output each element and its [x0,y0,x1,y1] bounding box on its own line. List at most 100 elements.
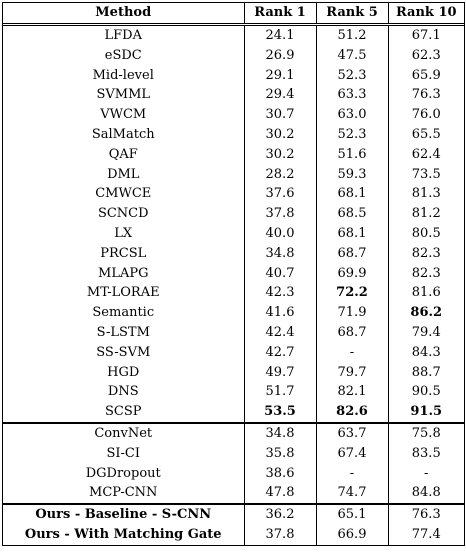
cell-method: eSDC [104,47,142,63]
cell-method: Ours - With Matching Gate [24,526,222,542]
cell-method: DML [107,166,140,182]
cell-rank-10: 80.5 [387,223,464,244]
table-row: SVMML 29.4 63.3 76.3 [3,85,464,106]
table-row: SI-CI 35.8 67.4 83.5 [3,443,464,464]
cell-rank-5: 52.3 [315,65,388,86]
table-row: MCP-CNN 47.8 74.7 84.8 [3,483,464,506]
cell-rank-1: 30.2 [243,144,316,165]
cell-rank-1: 28.2 [243,164,316,185]
cell-rank-1: 26.9 [243,45,316,66]
cell-method: SCSP [3,402,244,424]
cell-rank-10: 86.2 [387,303,464,323]
cell-method: PRCSL [100,245,147,261]
cell-rank-5: 59.3 [315,164,388,185]
cell-rank-1: 51.7 [243,382,316,403]
cell-rank-10: 65.9 [387,65,464,86]
cell-rank-10: 81.6 [387,283,464,304]
cell-rank-10: 84.8 [387,483,464,506]
cell-method: MLAPG [98,265,149,281]
cell-rank-1: 37.8 [243,524,316,545]
table-row: CMWCE 37.6 68.1 81.3 [3,184,464,205]
header-rank-5: Rank 5 [315,3,388,26]
table-row: Ours - With Matching Gate 37.8 66.9 77.4 [3,524,464,545]
cell-method: DNS [107,384,139,400]
cell-rank-5: 63.7 [315,422,388,444]
cell-method: MCP-CNN [3,483,244,506]
cell-rank-1: 40.0 [243,223,316,244]
cell-rank-10: 77.4 [387,524,464,545]
cell-rank-5: 71.9 [315,303,388,323]
header-method: Method [3,3,244,26]
table-row: PRCSL 34.8 68.7 82.3 [3,243,464,264]
cell-rank-10: 84.3 [387,342,464,363]
cell-rank-10: 91.5 [387,402,464,424]
cell-method: SCNCD [97,206,149,222]
cell-rank-1: 36.2 [243,504,316,525]
cell-rank-5: 51.2 [315,24,388,46]
cell-rank-5: 63.3 [315,85,388,106]
cell-rank-10: 79.4 [387,322,464,343]
table-row: Ours - Baseline - S-CNN 36.2 65.1 76.3 [3,504,464,525]
table-row: LX 40.0 68.1 80.5 [3,223,464,244]
cell-rank-10: 76.0 [387,105,464,125]
cell-rank-10: 67.1 [387,24,464,46]
cell-method: LFDA [104,28,142,43]
cell-rank-5: 74.7 [315,483,388,506]
cell-rank-5: 67.4 [315,443,388,464]
cell-method: ConvNet [94,425,153,441]
results-table-container: Method Rank 1 Rank 5 Rank 10 LFDA 24.1 51.… [2,2,465,546]
table-row: Semantic 41.6 71.9 86.2 [3,303,464,323]
table-row: VWCM 30.7 63.0 76.0 [3,105,464,125]
cell-rank-1: 30.7 [243,105,316,125]
cell-rank-10: 83.5 [387,443,464,464]
cell-rank-1: 34.8 [243,243,316,264]
cell-rank-5: 65.1 [315,504,388,525]
cell-rank-5: 66.9 [315,524,388,545]
cell-rank-10: 76.3 [387,504,464,525]
cell-rank-5: 47.5 [315,45,388,66]
cell-rank-10: 82.3 [387,243,464,264]
cell-rank-1: 47.8 [243,483,316,506]
cell-rank-1: 40.7 [243,263,316,284]
cell-rank-1: 42.3 [243,283,316,304]
cell-method: VWCM [100,107,147,123]
cell-method: SalMatch [91,126,155,142]
cell-method: Mid-level [92,67,154,83]
cell-rank-5: - [315,463,388,484]
cell-rank-1: 37.8 [243,204,316,224]
cell-method: SI-CI [106,445,140,461]
cell-rank-5: 51.6 [315,144,388,165]
cell-rank-1: 38.6 [243,463,316,484]
cell-rank-10: 81.2 [387,204,464,224]
cell-method: Ours - Baseline - S-CNN [35,507,212,523]
cell-rank-5: 72.2 [315,283,388,304]
cell-rank-1: 34.8 [243,422,316,444]
cell-method: QAF [108,146,138,162]
cell-rank-10: 65.5 [387,124,464,145]
cell-rank-10: 88.7 [387,362,464,383]
table-row: LFDA 24.1 51.2 67.1 [3,24,464,46]
cell-rank-1: 37.6 [243,184,316,205]
cell-method: SS-SVM [96,344,151,360]
cell-method: DGDropout [85,465,161,481]
cell-rank-5: 68.5 [315,204,388,224]
cell-rank-5: 68.7 [315,243,388,264]
table-row: S-LSTM 42.4 68.7 79.4 [3,322,464,343]
cell-rank-1: 29.4 [243,85,316,106]
table-row: SalMatch 30.2 52.3 65.5 [3,124,464,145]
table-row: DNS 51.7 82.1 90.5 [3,382,464,403]
cell-rank-1: 29.1 [243,65,316,86]
table-row: QAF 30.2 51.6 62.4 [3,144,464,165]
table-row: DML 28.2 59.3 73.5 [3,164,464,185]
cell-rank-5: 68.7 [315,322,388,343]
header-rank-10: Rank 10 [387,3,464,26]
cell-rank-5: 52.3 [315,124,388,145]
cell-rank-1: 42.7 [243,342,316,363]
table-row: ConvNet 34.8 63.7 75.8 [3,422,464,444]
header-row: Method Rank 1 Rank 5 Rank 10 [3,3,464,26]
cell-rank-10: 62.3 [387,45,464,66]
cell-rank-1: 35.8 [243,443,316,464]
cell-rank-5: - [315,342,388,363]
cell-rank-1: 53.5 [243,402,316,424]
cell-rank-10: 62.4 [387,144,464,165]
